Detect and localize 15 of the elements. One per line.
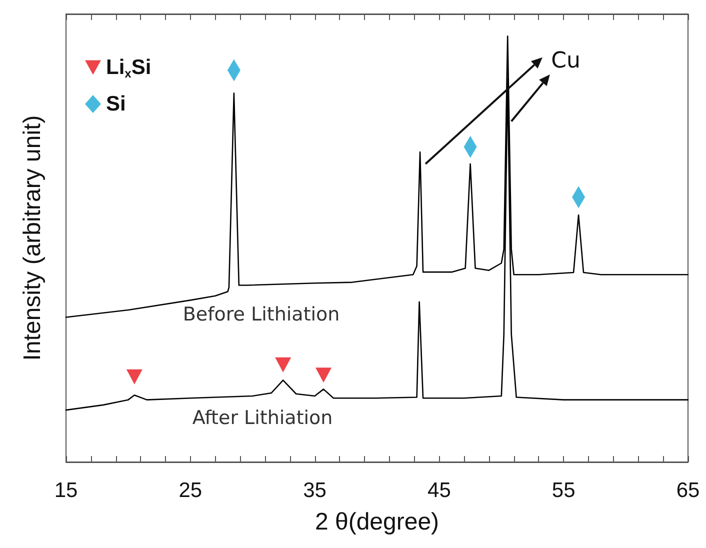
x-tick-label: 25 [178, 479, 202, 502]
point [316, 368, 332, 383]
x-tick-label: 65 [676, 479, 700, 502]
x-axis-title: 2 θ(degree) [314, 508, 440, 536]
point [126, 369, 142, 384]
legend-label: Si [106, 92, 126, 116]
series-label: After Lithiation [192, 406, 333, 429]
point [275, 357, 292, 372]
annotation: Cu [551, 48, 580, 74]
x-tick-label: 15 [54, 479, 78, 502]
series-label: Before Lithiation [182, 303, 340, 326]
x-tick-label: 35 [303, 479, 326, 502]
y-axis-title: Intensity (arbitrary unit) [19, 115, 46, 361]
x-tick-label: 55 [552, 479, 576, 502]
x-tick-label: 45 [428, 479, 451, 502]
